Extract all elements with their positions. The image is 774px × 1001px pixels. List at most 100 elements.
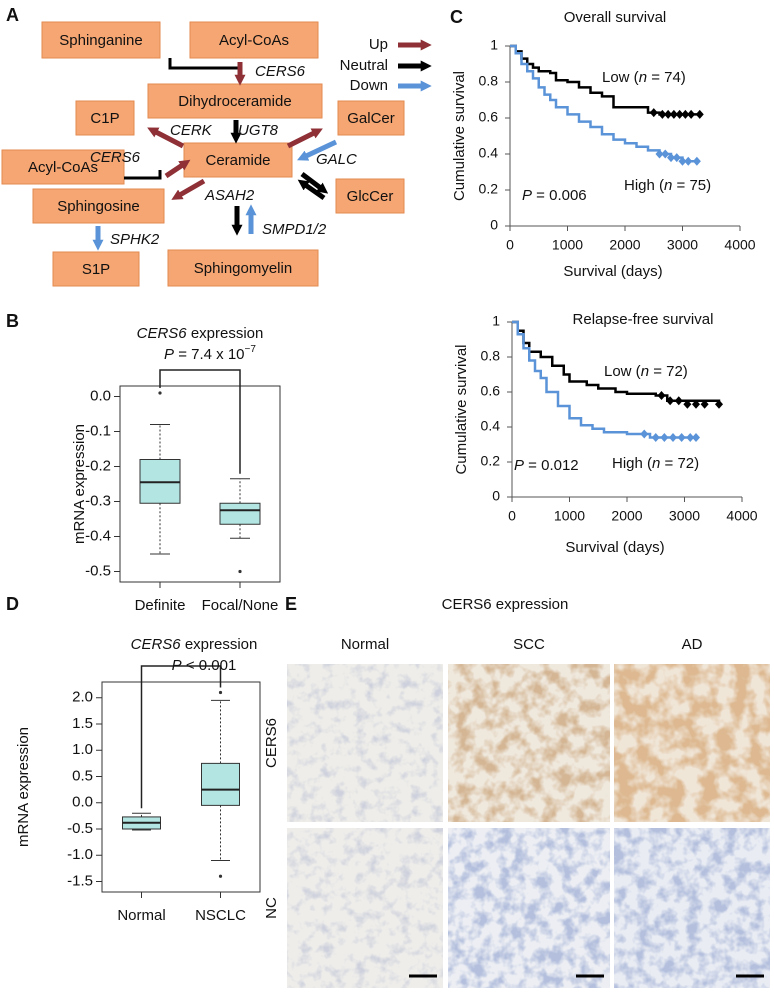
panel-letter: A [6, 5, 19, 25]
y-tick-label: 1 [490, 37, 498, 53]
y-axis-label: mRNA expression [71, 424, 88, 544]
enzyme-label: CERS6 [90, 149, 141, 166]
p-value-part: = 7.4 x 10 [174, 346, 244, 363]
chart-title: Overall survival [564, 9, 667, 26]
censor-mark [669, 109, 678, 119]
outlier [238, 569, 242, 574]
node-label: S1P [82, 261, 110, 278]
censor-mark [649, 108, 658, 118]
y-tick-label: -0.4 [85, 527, 111, 544]
significance-bracket [140, 665, 222, 809]
y-tick-label: 0.2 [479, 181, 499, 197]
y-tick-label: -0.1 [85, 422, 111, 439]
y-tick-label: 1.5 [72, 715, 93, 732]
censor-mark [683, 399, 692, 409]
x-tick-label: 1000 [554, 508, 585, 524]
node-label: Sphingomyelin [194, 260, 292, 277]
panel-letter: C [450, 7, 463, 27]
plot-frame [119, 385, 281, 583]
column-label: AD [682, 636, 703, 653]
x-tick-label: NSCLC [195, 907, 246, 924]
chart-title: Relapse-free survival [573, 311, 714, 328]
censor-mark [681, 109, 690, 119]
y-tick-label: 2.0 [72, 689, 93, 706]
micrograph-texture [448, 828, 610, 988]
pathway-node [75, 100, 135, 136]
survival-curve [512, 320, 721, 405]
censor-mark [669, 433, 677, 442]
series-label-part: = 75) [672, 177, 711, 194]
y-tick-label: 0.2 [481, 453, 501, 469]
y-axis-label: mRNA expression [15, 727, 32, 847]
micrograph-texture [287, 664, 443, 822]
censor-mark [695, 109, 704, 119]
x-tick-label: Focal/None [202, 597, 279, 614]
enzyme-label: CERS6 [255, 63, 306, 80]
y-tick-label: 1 [492, 313, 500, 329]
pathway-node [167, 249, 319, 287]
series-label-part: = 74) [647, 69, 686, 86]
plot-frame [101, 681, 261, 893]
enzyme-label: CERK [170, 122, 213, 139]
p-value-part: P [522, 187, 532, 204]
censor-mark [667, 153, 675, 163]
y-tick-label: 0.6 [481, 383, 501, 399]
outlier [218, 690, 223, 695]
censor-mark [666, 396, 675, 406]
enzyme-label: UGT8 [238, 122, 279, 139]
y-tick-label: 0.4 [481, 418, 501, 434]
p-value-part: −7 [245, 344, 257, 355]
censor-mark [664, 109, 673, 119]
arrow [300, 172, 329, 194]
p-value-part: P [514, 457, 524, 474]
y-tick-label: -0.2 [85, 457, 111, 474]
pathway-node [189, 21, 319, 59]
chart-title-part: CERS6 [137, 325, 188, 342]
censor-mark [658, 109, 667, 119]
y-tick-label: 0.8 [481, 348, 501, 364]
y-tick-label: -0.3 [85, 492, 111, 509]
x-tick-label: 0 [508, 508, 516, 524]
chart-title: CERS6 expression [137, 325, 264, 342]
arrow [286, 128, 323, 149]
censor-mark [674, 396, 683, 406]
enzyme-label: GALC [316, 151, 357, 168]
y-tick-label: 0.4 [479, 145, 499, 161]
pathway-node [335, 178, 405, 214]
panel-letter: B [6, 311, 19, 331]
node-label: Acyl-CoAs [219, 32, 289, 49]
censor-mark [672, 153, 681, 163]
censor-mark [684, 156, 693, 166]
censor-mark [692, 433, 700, 442]
series-label: High (n = 72) [612, 455, 699, 472]
censor-mark [692, 156, 701, 166]
x-tick-label: 3000 [667, 237, 698, 253]
censor-mark [715, 399, 723, 409]
x-tick-label: 3000 [669, 508, 700, 524]
outlier [158, 391, 162, 395]
row-label: CERS6 [263, 718, 280, 768]
outlier [218, 874, 223, 878]
arrow [171, 178, 206, 200]
censor-mark [660, 433, 669, 442]
y-tick-label: 0.8 [479, 73, 499, 89]
box [219, 502, 261, 525]
p-value-part: = 0.006 [532, 187, 587, 204]
micrograph-texture [614, 664, 770, 822]
chart-title-part: expression [187, 325, 264, 342]
x-tick-label: 2000 [611, 508, 642, 524]
p-value: P < 0.001 [172, 657, 237, 674]
row-label: NC [263, 897, 280, 919]
series-label-part: Low ( [604, 363, 641, 380]
pathway-node [32, 188, 165, 224]
pathway-node [41, 21, 161, 59]
legend-label: Up [369, 36, 388, 53]
series-label-part: High ( [624, 177, 664, 194]
x-tick-label: 1000 [552, 237, 583, 253]
chart-title: CERS6 expression [131, 636, 258, 653]
x-axis-label: Survival (days) [565, 539, 664, 556]
y-tick-label: 0.0 [72, 794, 93, 811]
column-label: SCC [513, 636, 545, 653]
connector [168, 58, 240, 70]
